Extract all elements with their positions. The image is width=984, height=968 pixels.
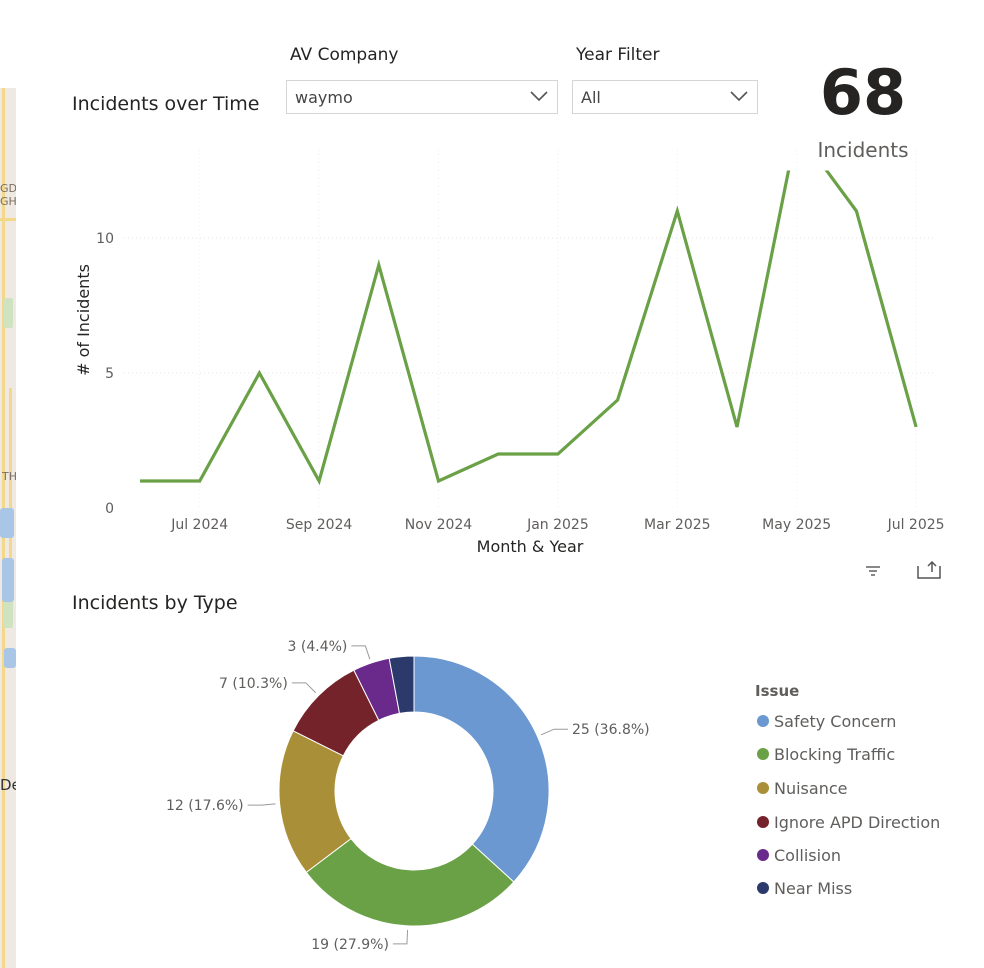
data-label: 12 (17.6%): [166, 798, 244, 814]
legend-swatch: [757, 715, 769, 727]
x-tick-label: Mar 2025: [644, 517, 711, 533]
x-tick-label: Jan 2025: [526, 517, 589, 533]
legend-label: Safety Concern: [774, 711, 897, 731]
company-filter-value: waymo: [295, 88, 353, 107]
year-filter-value: All: [581, 88, 601, 107]
legend-item-nuisance[interactable]: Nuisance: [757, 778, 847, 798]
legend-title: Issue: [755, 682, 800, 700]
x-tick-label: Jul 2024: [170, 517, 228, 533]
legend-item-safety-concern[interactable]: Safety Concern: [757, 711, 896, 731]
x-tick-label: Nov 2024: [405, 517, 472, 533]
data-label: 19 (27.9%): [311, 937, 389, 953]
y-tick-label: 5: [105, 366, 114, 382]
map-label: GH: [0, 195, 16, 208]
donut-slice: [413, 655, 550, 883]
legend-label: Blocking Traffic: [774, 744, 896, 764]
focus-mode-icon[interactable]: [914, 560, 944, 582]
leader-line: [540, 728, 568, 736]
donut-slice: [305, 837, 515, 927]
filter-icon[interactable]: [862, 562, 884, 580]
year-filter-dropdown[interactable]: All: [572, 80, 758, 114]
legend-item-ignore-apd-direction[interactable]: Ignore APD Direction: [757, 812, 940, 832]
legend-item-blocking-traffic[interactable]: Blocking Traffic: [757, 744, 895, 764]
line-chart[interactable]: 0 5 10 Jul 2024 Sep 2024 Nov 2024 Jan 2025 Mar …: [0, 0, 984, 568]
y-tick-label: 0: [105, 501, 114, 517]
legend-label: Ignore APD Direction: [774, 812, 941, 832]
donut-chart-title: Incidents by Type: [72, 592, 238, 614]
incident-count-value: 68: [819, 56, 907, 129]
leader-line: [392, 929, 409, 945]
legend-label: Collision: [774, 845, 842, 865]
x-tick-label: Jul 2025: [887, 517, 945, 533]
leader-line: [291, 682, 317, 694]
map-water: [2, 558, 14, 602]
legend-swatch: [757, 882, 769, 894]
x-tick-label: Sep 2024: [286, 517, 353, 533]
data-label: 3 (4.4%): [288, 639, 348, 655]
y-tick-label: 10: [96, 231, 114, 247]
legend-swatch: [757, 782, 769, 794]
leader-line: [351, 645, 371, 660]
map-water: [0, 508, 14, 538]
incident-count-label: Incidents: [817, 138, 909, 162]
map-label: De: [0, 776, 16, 794]
x-axis-title: Month & Year: [477, 537, 584, 556]
donut-slice: [388, 655, 415, 714]
legend-label: Nuisance: [774, 778, 848, 798]
line-chart-title: Incidents over Time: [72, 93, 260, 115]
legend-swatch: [757, 748, 769, 760]
legend-swatch: [757, 849, 769, 861]
data-label: 25 (36.8%): [572, 722, 650, 738]
map-park: [4, 298, 13, 328]
map-water: [4, 648, 16, 668]
legend-swatch: [757, 816, 769, 828]
map-park: [3, 588, 13, 628]
leader-line: [247, 803, 276, 806]
x-tick-label: May 2025: [762, 517, 831, 533]
map-road: [9, 388, 12, 588]
chevron-down-icon: [730, 91, 748, 102]
donut-chart[interactable]: 25 (36.8%) 19 (27.9%) 12 (17.6%) 7 (10.3%) 3…: [0, 598, 700, 968]
legend-label: Near Miss: [774, 878, 853, 898]
year-filter-label: Year Filter: [576, 45, 660, 65]
y-axis-title: # of Incidents: [74, 264, 93, 376]
company-filter-dropdown[interactable]: waymo: [286, 80, 558, 114]
chevron-down-icon: [530, 91, 548, 102]
map-label: GD: [0, 182, 16, 195]
company-filter-label: AV Company: [290, 45, 399, 65]
series-line: [140, 170, 918, 486]
data-label: 7 (10.3%): [219, 676, 288, 692]
map-fragment[interactable]: GD GH TH De: [0, 88, 16, 968]
legend-item-near-miss[interactable]: Near Miss: [757, 878, 852, 898]
map-road: [0, 218, 16, 221]
map-label: TH: [2, 470, 16, 483]
legend-item-collision[interactable]: Collision: [757, 845, 841, 865]
